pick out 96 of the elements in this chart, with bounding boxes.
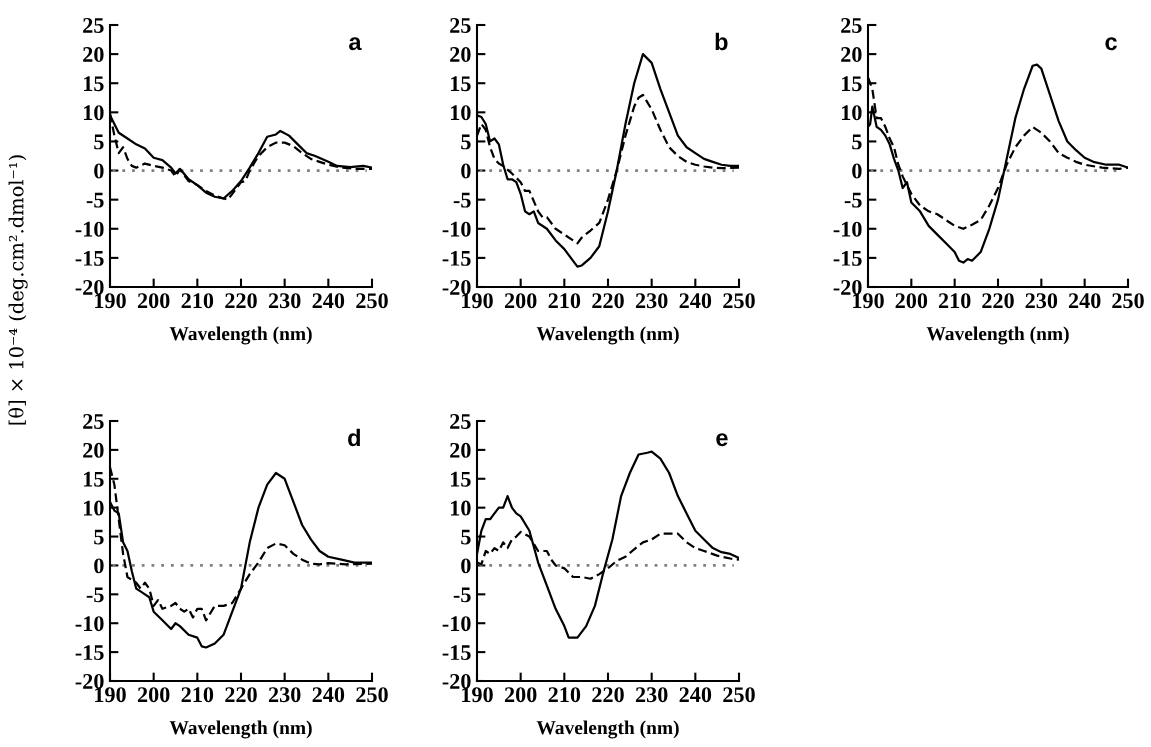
x-tick-label: 230: [268, 293, 301, 309]
y-tick-label: -20: [442, 673, 471, 689]
y-tick-label: 25: [450, 17, 471, 33]
x-tick-label: 190: [95, 687, 126, 703]
x-tick-label: 220: [225, 293, 257, 309]
x-tick-label: 240: [312, 293, 345, 309]
y-tick-label: 10: [84, 105, 104, 121]
y-tick-label: 5: [461, 529, 471, 545]
y-tick-label: -10: [75, 616, 104, 632]
annotation: e: [716, 433, 728, 447]
y-tick-label: 20: [841, 47, 862, 63]
y-tick-label: 15: [842, 76, 862, 92]
y-tick-label: 10: [842, 105, 862, 121]
y-tick-label: -15: [75, 250, 104, 266]
y-tick-label: 20: [450, 442, 471, 458]
y-tick-label: -15: [442, 250, 471, 266]
x-axis-title: Wavelength (nm): [169, 720, 312, 739]
x-tick-label: 200: [137, 293, 170, 309]
x-tick-label: 210: [548, 293, 581, 309]
x-tick-label: 220: [982, 293, 1014, 309]
y-tick-label: 10: [451, 500, 471, 516]
annotation: b: [715, 32, 728, 51]
x-axis-title: Wavelength (nm): [536, 326, 679, 345]
y-tick-label: 15: [451, 76, 471, 92]
y-tick-label: -5: [844, 192, 862, 208]
x-tick-label: 230: [635, 293, 668, 309]
y-tick-label: 5: [461, 134, 471, 150]
y-tick-label: -10: [833, 221, 862, 237]
y-tick-label: 15: [84, 76, 104, 92]
y-tick-label: 25: [83, 17, 104, 33]
y-tick-label: 10: [451, 105, 471, 121]
y-tick-label: 5: [852, 134, 862, 150]
y-tick-label: 0: [852, 163, 862, 179]
x-tick-label: 240: [1068, 293, 1101, 309]
x-axis-title: Wavelength (nm): [536, 720, 679, 739]
annotation: a: [349, 37, 362, 51]
x-tick-label: 200: [895, 293, 928, 309]
x-tick-label: 240: [679, 293, 712, 309]
y-tick-label: -20: [75, 279, 104, 295]
x-tick-label: 210: [181, 687, 214, 703]
x-tick-label: 220: [225, 687, 257, 703]
x-tick-label: 220: [592, 687, 624, 703]
x-tick-label: 240: [679, 687, 712, 703]
x-tick-label: 190: [853, 293, 884, 309]
y-tick-label: 5: [94, 529, 104, 545]
y-tick-label: 25: [450, 413, 471, 429]
y-tick-label: -5: [86, 587, 104, 603]
y-tick-label: 25: [83, 413, 104, 429]
y-tick-label: 25: [841, 17, 862, 33]
y-tick-label: -5: [453, 192, 471, 208]
y-tick-label: 0: [461, 163, 471, 179]
x-tick-label: 250: [356, 687, 388, 703]
x-tick-label: 250: [1112, 293, 1144, 309]
x-tick-label: 200: [504, 293, 537, 309]
x-tick-label: 250: [356, 293, 388, 309]
x-tick-label: 190: [95, 293, 126, 309]
annotation: d: [348, 428, 360, 447]
y-tick-label: 20: [83, 47, 104, 63]
x-tick-label: 250: [723, 687, 755, 703]
x-axis-title: Wavelength (nm): [926, 326, 1069, 345]
y-tick-label: -15: [442, 645, 471, 661]
y-tick-label: 5: [94, 134, 104, 150]
y-tick-label: -20: [442, 279, 471, 295]
y-tick-label: 20: [450, 47, 471, 63]
x-tick-label: 210: [938, 293, 971, 309]
y-tick-label: 15: [84, 471, 104, 487]
y-tick-label: -5: [453, 587, 471, 603]
x-tick-label: 220: [592, 293, 624, 309]
y-tick-label: -5: [86, 192, 104, 208]
y-tick-label: -10: [75, 221, 104, 237]
x-tick-label: 210: [181, 293, 214, 309]
y-tick-label: -15: [833, 250, 862, 266]
x-axis-title: Wavelength (nm): [169, 326, 312, 345]
y-tick-label: 0: [461, 558, 471, 574]
y-tick-label: -10: [442, 616, 471, 632]
x-tick-label: 200: [137, 687, 170, 703]
x-tick-label: 190: [462, 293, 493, 309]
x-tick-label: 230: [635, 687, 668, 703]
x-tick-label: 230: [1025, 293, 1058, 309]
y-tick-label: -20: [75, 673, 104, 689]
y-tick-label: 15: [451, 471, 471, 487]
x-tick-label: 200: [504, 687, 537, 703]
x-tick-label: 250: [723, 293, 755, 309]
y-tick-label: -20: [833, 279, 862, 295]
y-tick-label: 0: [94, 163, 104, 179]
y-axis-title: [θ] × 10⁻⁴ (deg.cm².dmol⁻¹): [8, 155, 28, 425]
annotation: c: [1105, 37, 1117, 51]
x-tick-label: 210: [548, 687, 581, 703]
y-tick-label: 20: [83, 442, 104, 458]
x-tick-label: 230: [268, 687, 301, 703]
x-tick-label: 190: [462, 687, 493, 703]
x-tick-label: 240: [312, 687, 345, 703]
y-tick-label: 10: [84, 500, 104, 516]
y-tick-label: 0: [94, 558, 104, 574]
y-tick-label: -15: [75, 645, 104, 661]
y-tick-label: -10: [442, 221, 471, 237]
